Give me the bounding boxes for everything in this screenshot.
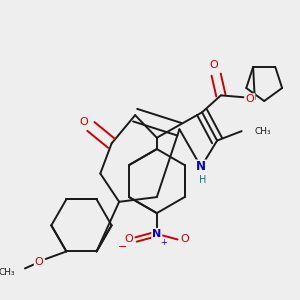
Text: O: O — [209, 60, 218, 70]
Text: N: N — [152, 229, 161, 239]
Text: CH₃: CH₃ — [255, 127, 272, 136]
Text: O: O — [35, 257, 44, 267]
Text: N: N — [196, 160, 206, 173]
Text: H: H — [199, 175, 207, 185]
Text: O: O — [246, 94, 254, 104]
Text: CH₃: CH₃ — [0, 268, 16, 277]
Text: O: O — [181, 235, 190, 244]
Text: O: O — [124, 235, 133, 244]
Text: O: O — [79, 117, 88, 127]
Text: −: − — [118, 242, 128, 252]
Text: +: + — [160, 238, 167, 247]
